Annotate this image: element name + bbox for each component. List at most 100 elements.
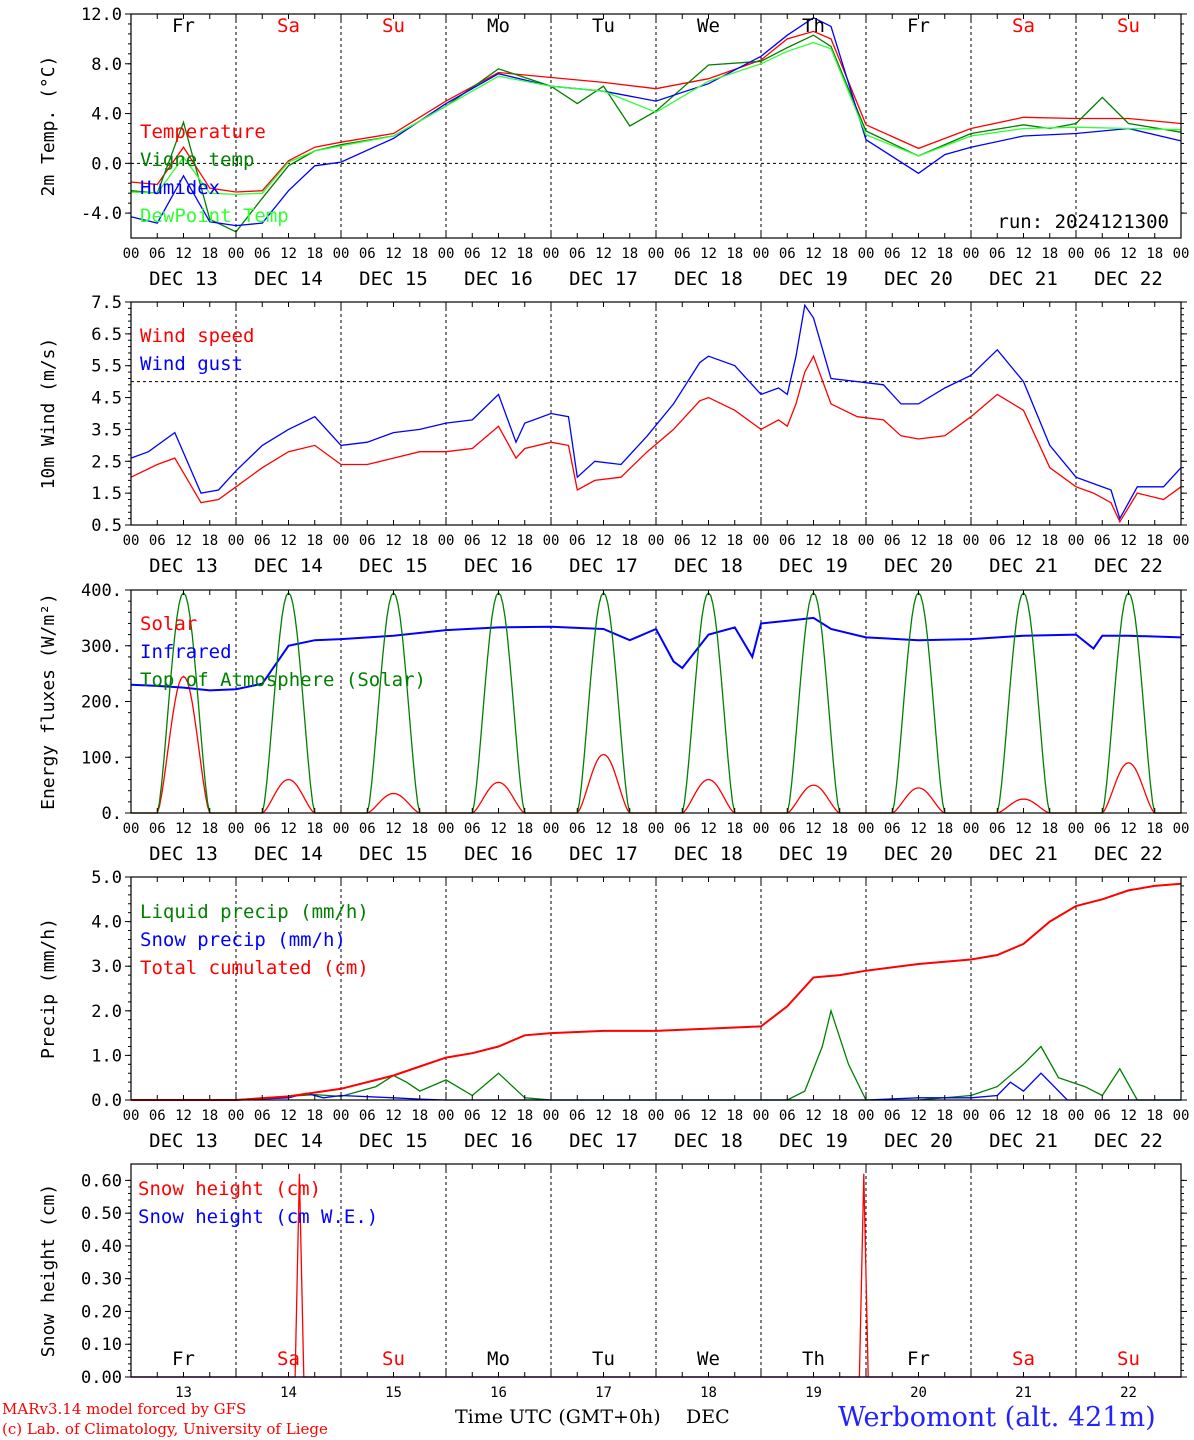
- hour-tick-label: 18: [516, 821, 533, 837]
- date-label: DEC 16: [464, 268, 533, 290]
- weekday-label: Su: [1117, 15, 1140, 37]
- date-label: DEC 14: [254, 555, 323, 577]
- hour-tick-label: 06: [674, 821, 691, 837]
- hour-tick-label: 00: [543, 246, 560, 262]
- station-label: Werbomont (alt. 421m): [838, 1402, 1156, 1433]
- day-number-label: 13: [175, 1385, 192, 1401]
- date-label: DEC 17: [569, 555, 638, 577]
- date-label: DEC 16: [464, 555, 533, 577]
- hour-tick-label: 12: [910, 821, 927, 837]
- y-tick-label: 0.60: [81, 1171, 122, 1191]
- hour-tick-label: 00: [1173, 533, 1190, 549]
- hour-tick-label: 06: [674, 533, 691, 549]
- hour-tick-label: 18: [516, 1108, 533, 1124]
- hour-tick-label: 18: [831, 533, 848, 549]
- y-tick-label: 100.: [81, 748, 122, 768]
- hour-tick-label: 12: [595, 246, 612, 262]
- hour-tick-label: 06: [884, 1108, 901, 1124]
- hour-tick-label: 12: [910, 1108, 927, 1124]
- hour-tick-label: 00: [123, 246, 140, 262]
- y-tick-label: 0.30: [81, 1270, 122, 1290]
- day-number-label: 16: [490, 1385, 507, 1401]
- y-tick-label: 8.0: [91, 55, 122, 75]
- hour-tick-label: 00: [753, 533, 770, 549]
- day-number-label: 17: [595, 1385, 612, 1401]
- hour-tick-label: 00: [648, 533, 665, 549]
- legend-entry: Top of Atmosphere (Solar): [140, 669, 426, 691]
- date-label: DEC 13: [149, 268, 218, 290]
- hour-tick-label: 06: [989, 246, 1006, 262]
- hour-tick-label: 12: [700, 246, 717, 262]
- hour-tick-label: 18: [1041, 1108, 1058, 1124]
- legend-entry: Wind speed: [140, 325, 254, 347]
- hour-tick-label: 06: [149, 1108, 166, 1124]
- y-tick-label: 1.5: [91, 484, 122, 504]
- y-tick-label: 12.0: [81, 5, 122, 25]
- hour-tick-label: 12: [700, 821, 717, 837]
- hour-tick-label: 18: [411, 246, 428, 262]
- hour-tick-label: 00: [1068, 246, 1085, 262]
- date-label: DEC 14: [254, 268, 323, 290]
- hour-tick-label: 12: [1120, 533, 1137, 549]
- y-tick-label: 0.50: [81, 1204, 122, 1224]
- hour-tick-label: 06: [779, 821, 796, 837]
- hour-tick-label: 06: [1094, 1108, 1111, 1124]
- weekday-label: Su: [382, 1348, 405, 1370]
- hour-tick-label: 12: [280, 821, 297, 837]
- series-line-2-2: [130, 303, 1182, 521]
- y-tick-label: 0.: [102, 804, 122, 824]
- hour-tick-label: 18: [516, 246, 533, 262]
- date-label: DEC 19: [779, 1130, 848, 1152]
- y-tick-label: 5.0: [91, 868, 122, 888]
- date-label: DEC 21: [989, 1130, 1058, 1152]
- hour-tick-label: 06: [989, 533, 1006, 549]
- hour-tick-label: 00: [648, 1108, 665, 1124]
- hour-tick-label: 12: [280, 533, 297, 549]
- hour-tick-label: 18: [621, 821, 638, 837]
- hour-tick-label: 18: [1146, 1108, 1163, 1124]
- date-label: DEC 18: [674, 555, 743, 577]
- series-line-4-3: [131, 882, 1182, 1101]
- date-label: DEC 15: [359, 1130, 428, 1152]
- hour-tick-label: 06: [254, 533, 271, 549]
- hour-tick-label: 12: [280, 246, 297, 262]
- hour-tick-label: 00: [543, 533, 560, 549]
- y-tick-label: 0.0: [91, 1091, 122, 1111]
- y-tick-label: 0.10: [81, 1335, 122, 1355]
- hour-tick-label: 18: [411, 1108, 428, 1124]
- lab-credit: (c) Lab. of Climatology, University of L…: [2, 1420, 328, 1438]
- hour-tick-label: 00: [543, 1108, 560, 1124]
- hour-tick-label: 12: [700, 533, 717, 549]
- hour-tick-label: 12: [280, 1108, 297, 1124]
- hour-tick-label: 00: [858, 1108, 875, 1124]
- date-label: DEC 15: [359, 843, 428, 865]
- hour-tick-label: 00: [228, 246, 245, 262]
- panel-3: [125, 589, 1187, 814]
- legend-entry: Temperature: [140, 121, 266, 143]
- y-tick-label: 200.: [81, 693, 122, 713]
- hour-tick-label: 12: [1120, 1108, 1137, 1124]
- hour-tick-label: 06: [569, 246, 586, 262]
- legend-entry: Humidex: [140, 177, 220, 199]
- hour-tick-label: 12: [385, 246, 402, 262]
- date-label: DEC 21: [989, 268, 1058, 290]
- hour-tick-label: 06: [674, 1108, 691, 1124]
- hour-tick-label: 18: [516, 533, 533, 549]
- hour-tick-label: 18: [726, 246, 743, 262]
- hour-tick-label: 00: [1068, 821, 1085, 837]
- y-tick-label: 4.5: [91, 389, 122, 409]
- weekday-label: Sa: [1012, 15, 1035, 37]
- date-label: DEC 17: [569, 843, 638, 865]
- hour-tick-label: 06: [884, 246, 901, 262]
- hour-tick-label: 00: [438, 533, 455, 549]
- date-label: DEC 21: [989, 555, 1058, 577]
- y-tick-label: 0.5: [91, 516, 122, 536]
- hour-tick-label: 18: [201, 1108, 218, 1124]
- date-label: DEC 19: [779, 843, 848, 865]
- hour-tick-label: 12: [700, 1108, 717, 1124]
- hour-tick-label: 12: [490, 821, 507, 837]
- hour-tick-label: 06: [1094, 821, 1111, 837]
- hour-tick-label: 18: [306, 821, 323, 837]
- hour-tick-label: 06: [569, 1108, 586, 1124]
- hour-tick-label: 18: [726, 821, 743, 837]
